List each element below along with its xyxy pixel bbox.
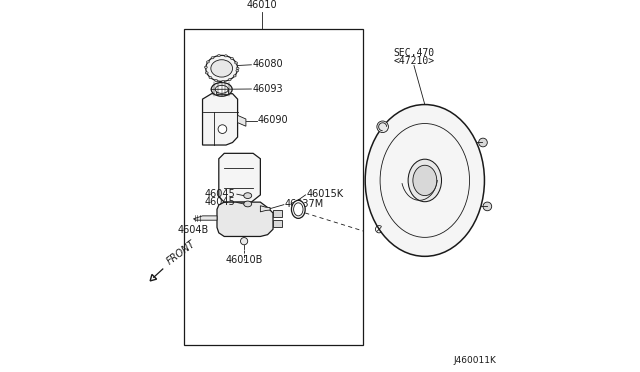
Ellipse shape — [215, 86, 228, 93]
Text: <47210>: <47210> — [394, 55, 435, 65]
Ellipse shape — [228, 78, 231, 81]
Polygon shape — [216, 88, 228, 94]
Bar — [273, 220, 282, 227]
Text: J460011K: J460011K — [454, 356, 497, 365]
Text: 46010: 46010 — [247, 0, 278, 10]
Ellipse shape — [294, 203, 303, 216]
Text: 46037M: 46037M — [285, 199, 324, 209]
Ellipse shape — [291, 201, 305, 218]
Circle shape — [241, 238, 248, 245]
Ellipse shape — [218, 55, 220, 57]
Polygon shape — [202, 94, 237, 145]
Ellipse shape — [408, 159, 442, 202]
Ellipse shape — [230, 57, 234, 60]
Bar — [273, 210, 282, 217]
Ellipse shape — [236, 67, 239, 70]
Ellipse shape — [215, 80, 218, 82]
Polygon shape — [193, 216, 217, 220]
Text: 46080: 46080 — [252, 60, 283, 70]
Polygon shape — [237, 115, 246, 126]
Ellipse shape — [209, 77, 212, 79]
Ellipse shape — [211, 57, 214, 59]
Ellipse shape — [244, 201, 252, 207]
Ellipse shape — [211, 60, 232, 77]
Ellipse shape — [205, 72, 208, 74]
Text: FRONT: FRONT — [164, 238, 197, 266]
Circle shape — [218, 125, 227, 134]
Text: 46015K: 46015K — [307, 189, 344, 199]
Circle shape — [479, 138, 487, 147]
Text: 46010B: 46010B — [225, 254, 263, 264]
Ellipse shape — [211, 83, 232, 96]
Bar — [184, 29, 364, 345]
Ellipse shape — [225, 55, 227, 57]
Circle shape — [483, 202, 492, 211]
Ellipse shape — [221, 80, 225, 83]
Ellipse shape — [204, 66, 207, 68]
Polygon shape — [219, 153, 260, 202]
Ellipse shape — [206, 55, 237, 81]
Polygon shape — [260, 206, 270, 212]
Ellipse shape — [413, 165, 436, 196]
Text: 46045: 46045 — [205, 189, 236, 199]
Ellipse shape — [235, 62, 237, 64]
Circle shape — [377, 121, 388, 132]
Ellipse shape — [233, 75, 236, 77]
Ellipse shape — [365, 105, 484, 256]
Text: SEC.470: SEC.470 — [394, 48, 435, 58]
Text: 46045: 46045 — [205, 198, 236, 208]
Ellipse shape — [244, 193, 252, 199]
Text: 46090: 46090 — [258, 115, 289, 125]
Text: 4604B: 4604B — [177, 225, 209, 234]
Ellipse shape — [236, 70, 239, 72]
Polygon shape — [217, 202, 273, 237]
Text: 46093: 46093 — [252, 84, 283, 94]
Ellipse shape — [207, 61, 209, 63]
